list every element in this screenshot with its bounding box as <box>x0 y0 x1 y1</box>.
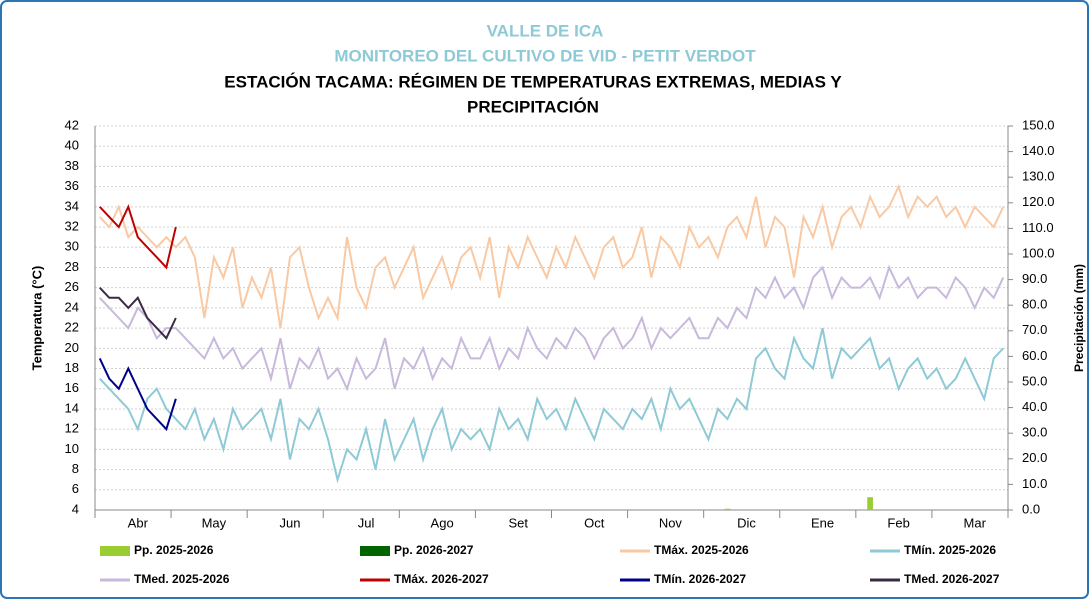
legend-label: TMed. 2026-2027 <box>904 572 1000 586</box>
y2-tick-label: 20.0 <box>1022 450 1047 465</box>
precip-bar <box>724 508 731 510</box>
y2-tick-label: 110.0 <box>1022 220 1054 235</box>
y-tick-label: 20 <box>65 340 79 355</box>
y-tick-label: 4 <box>72 501 79 516</box>
legend-label: TMín. 2026-2027 <box>654 572 746 586</box>
y2-tick-label: 80.0 <box>1022 297 1047 312</box>
legend-label: TMáx. 2026-2027 <box>394 572 489 586</box>
x-tick-label: Oct <box>584 515 605 530</box>
legend-swatch <box>100 546 130 556</box>
x-tick-label: May <box>202 515 227 530</box>
series-line <box>99 183 1005 329</box>
y-tick-label: 24 <box>65 299 79 314</box>
legend-label: TMed. 2025-2026 <box>134 572 230 586</box>
x-tick-label: Abr <box>128 515 149 530</box>
series-line <box>99 264 1005 392</box>
series-line <box>99 327 1004 484</box>
y-tick-label: 28 <box>65 259 79 274</box>
y2-tick-label: 120.0 <box>1022 194 1055 209</box>
chart-title: PRECIPITACIÓN <box>467 97 599 116</box>
y-tick-label: 42 <box>65 117 79 132</box>
x-tick-label: Jul <box>358 515 375 530</box>
legend-label: Pp. 2025-2026 <box>134 543 214 557</box>
series-line <box>99 204 177 270</box>
y-tick-label: 22 <box>65 320 79 335</box>
supertitle: MONITOREO DEL CULTIVO DE VID - PETIT VER… <box>334 46 756 65</box>
x-tick-label: Nov <box>659 515 683 530</box>
y-tick-label: 8 <box>72 461 79 476</box>
x-tick-label: Jun <box>279 515 300 530</box>
x-tick-label: Mar <box>964 515 987 530</box>
y2-tick-label: 100.0 <box>1022 245 1055 260</box>
y-tick-label: 16 <box>65 380 79 395</box>
y-tick-label: 26 <box>65 279 79 294</box>
y-tick-label: 6 <box>72 481 79 496</box>
y-tick-label: 10 <box>65 441 79 456</box>
y-tick-label: 32 <box>65 218 79 233</box>
y2-axis-label: Precipitación (mm) <box>1072 264 1086 372</box>
y2-tick-label: 140.0 <box>1022 143 1055 158</box>
legend-label: TMín. 2025-2026 <box>904 543 996 557</box>
y2-tick-label: 10.0 <box>1022 476 1047 491</box>
y2-tick-label: 70.0 <box>1022 322 1047 337</box>
y-tick-label: 40 <box>65 138 79 153</box>
series-line <box>98 357 177 432</box>
x-tick-label: Set <box>508 515 528 530</box>
y2-tick-label: 130.0 <box>1022 169 1055 184</box>
legend-label: Pp. 2026-2027 <box>394 543 474 557</box>
y-tick-label: 34 <box>65 198 79 213</box>
y-tick-label: 14 <box>65 400 79 415</box>
x-tick-label: Feb <box>887 515 909 530</box>
y-tick-label: 36 <box>65 178 79 193</box>
y2-tick-label: 150.0 <box>1022 117 1055 132</box>
x-tick-label: Ene <box>811 515 834 530</box>
y2-tick-label: 0.0 <box>1022 501 1040 516</box>
series-line <box>99 286 177 340</box>
y2-tick-label: 50.0 <box>1022 373 1047 388</box>
y-tick-label: 38 <box>65 158 79 173</box>
y-tick-label: 18 <box>65 360 79 375</box>
x-tick-label: Ago <box>431 515 454 530</box>
y2-tick-label: 90.0 <box>1022 271 1047 286</box>
y2-tick-label: 60.0 <box>1022 348 1047 363</box>
legend-swatch <box>360 546 390 556</box>
y-axis-label: Temperatura (°C) <box>29 266 44 371</box>
legend-label: TMáx. 2025-2026 <box>654 543 749 557</box>
x-tick-label: Dic <box>737 515 756 530</box>
chart-title: ESTACIÓN TACAMA: RÉGIMEN DE TEMPERATURAS… <box>224 72 842 91</box>
y-tick-label: 30 <box>65 239 79 254</box>
precip-bar <box>867 497 873 510</box>
y-tick-label: 12 <box>65 421 79 436</box>
y2-tick-label: 30.0 <box>1022 425 1047 440</box>
supertitle: VALLE DE ICA <box>487 21 604 40</box>
y2-tick-label: 40.0 <box>1022 399 1047 414</box>
